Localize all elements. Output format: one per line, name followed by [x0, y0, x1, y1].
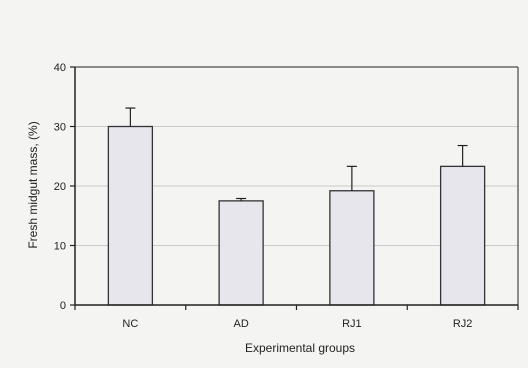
x-tick-label-nc: NC — [122, 318, 138, 330]
y-axis-ticks: 0 10 20 30 40 — [54, 62, 75, 312]
y-axis-label: Fresh midgut mass, (%) — [26, 121, 40, 248]
x-tick-label-rj2: RJ2 — [453, 318, 473, 330]
y-tick-label: 40 — [54, 62, 66, 74]
x-tick-label-ad: AD — [233, 318, 248, 330]
y-tick-label: 0 — [60, 300, 66, 312]
y-tick-label: 20 — [54, 181, 66, 193]
bar-ad — [218, 200, 264, 306]
error-bars — [125, 107, 468, 201]
x-axis-label: Experimental groups — [245, 341, 355, 355]
y-tick-label: 10 — [54, 241, 66, 253]
bar-rj2 — [439, 165, 486, 306]
x-tick-label-rj1: RJ1 — [342, 318, 362, 330]
x-axis-ticks: NC AD RJ1 RJ2 — [74, 305, 519, 330]
y-tick-label: 30 — [54, 122, 66, 134]
bar-rj1 — [329, 190, 375, 306]
bar-nc — [107, 125, 154, 306]
